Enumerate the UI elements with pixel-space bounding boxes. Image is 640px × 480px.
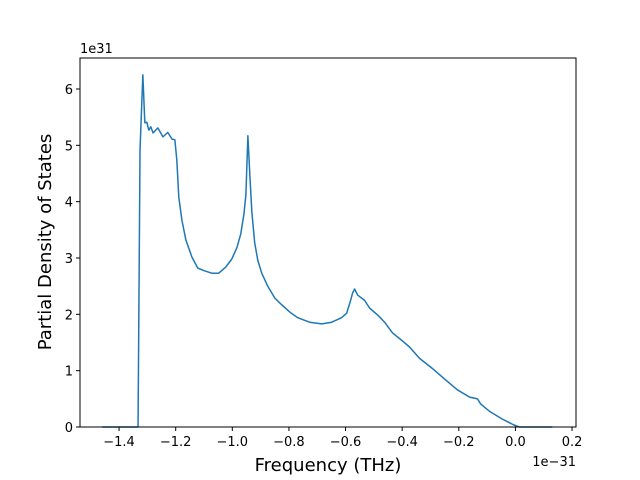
y-tick-label: 2 (65, 308, 73, 323)
x-tick-label: −0.4 (386, 435, 418, 450)
x-tick-label: −0.8 (273, 435, 305, 450)
x-tick-label: −0.6 (330, 435, 362, 450)
axes-frame (79, 57, 577, 428)
x-tick-label: −1.0 (217, 435, 249, 450)
y-tick-label: 6 (65, 83, 73, 98)
y-tick-label: 4 (65, 196, 73, 211)
x-tick-label: −1.2 (160, 435, 192, 450)
y-tick-label: 5 (65, 139, 73, 154)
x-tick-label: −1.4 (103, 435, 135, 450)
y-offset-label: 1e31 (80, 42, 113, 57)
x-tick-label: 0.2 (562, 435, 583, 450)
x-tick-label: −0.2 (443, 435, 475, 450)
y-tick-label: 0 (65, 421, 73, 436)
y-tick-label: 3 (65, 252, 73, 267)
x-offset-label: 1e−31 (532, 455, 576, 470)
data-line (102, 74, 553, 428)
y-tick-label: 1 (65, 365, 73, 380)
x-tick-label: 0.0 (505, 435, 526, 450)
x-axis-label: Frequency (THz) (255, 455, 402, 476)
y-axis-label: Partial Density of States (35, 134, 56, 351)
